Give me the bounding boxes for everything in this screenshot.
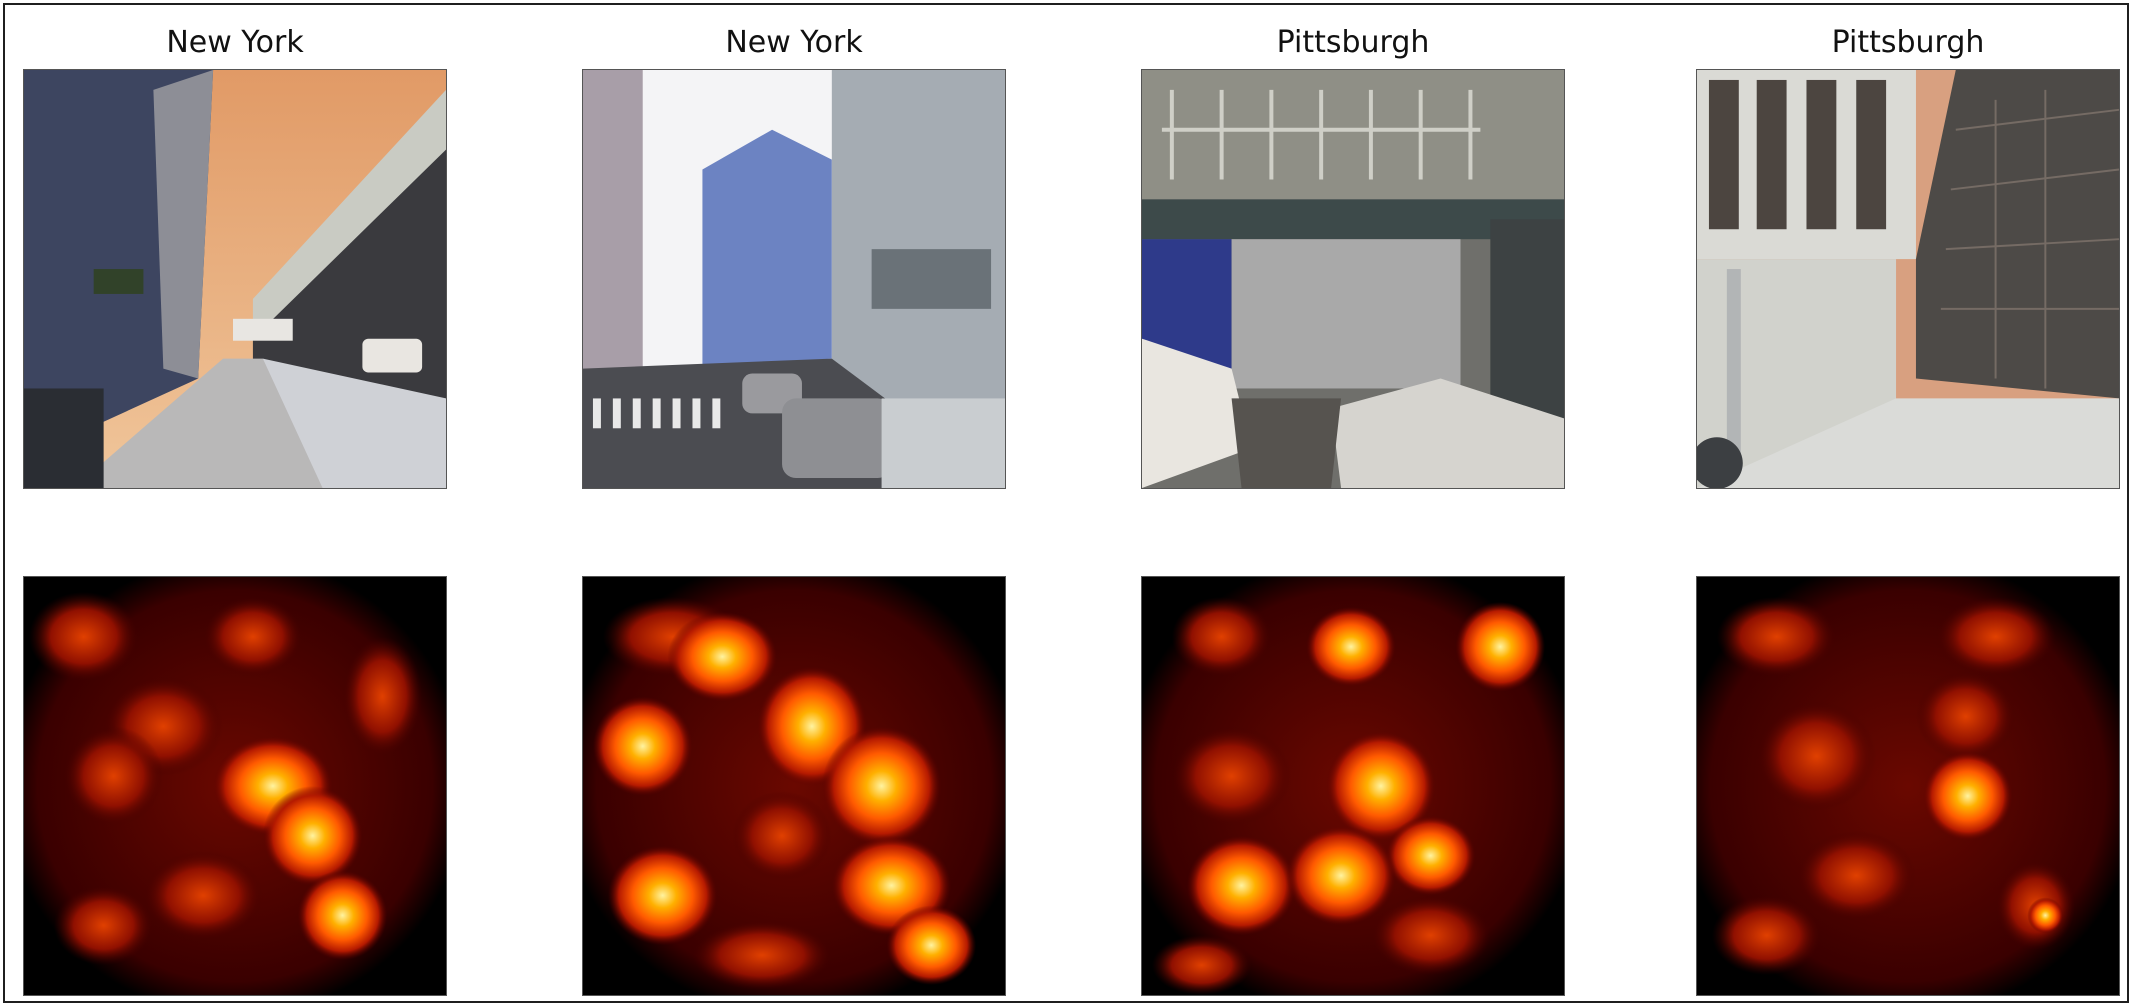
panel-title: New York — [166, 25, 304, 60]
panel-title: New York — [725, 25, 863, 60]
panel-title: Pittsburgh — [1276, 25, 1430, 60]
saliency-heatmap-pittsburgh-1 — [1141, 576, 1565, 996]
street-photo-new-york-1 — [23, 69, 447, 489]
panel-title: Pittsburgh — [1831, 25, 1985, 60]
saliency-heatmap-pittsburgh-2 — [1696, 576, 2120, 996]
figure-frame: New York New York Pittsburgh Pittsburgh — [3, 3, 2129, 1003]
saliency-heatmap-new-york-2 — [582, 576, 1006, 996]
street-photo-new-york-2 — [582, 69, 1006, 489]
street-photo-pittsburgh-1 — [1141, 69, 1565, 489]
street-photo-pittsburgh-2 — [1696, 69, 2120, 489]
saliency-heatmap-new-york-1 — [23, 576, 447, 996]
